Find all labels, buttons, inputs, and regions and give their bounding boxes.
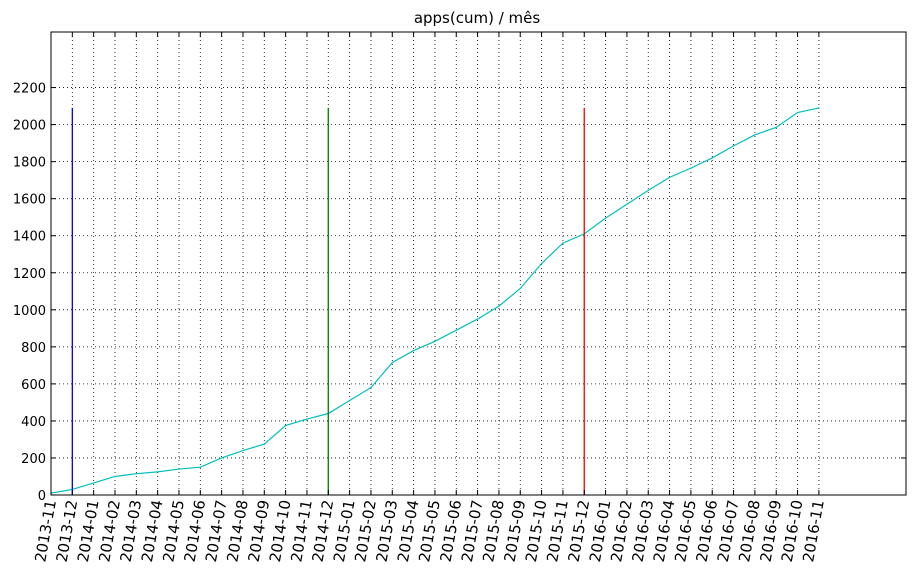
data-point	[242, 449, 244, 452]
data-point	[413, 349, 415, 352]
data-point	[285, 424, 287, 427]
y-tick-label: 2200	[13, 82, 46, 97]
data-point	[221, 457, 223, 459]
data-point	[199, 466, 201, 468]
data-point	[370, 386, 372, 389]
data-point	[690, 167, 692, 169]
y-tick-label: 400	[21, 415, 46, 430]
marker-layer	[71, 107, 585, 495]
grid	[50, 32, 906, 496]
data-point	[562, 242, 564, 244]
y-tick-label: 1000	[13, 304, 46, 319]
data-point	[93, 482, 95, 484]
data-point	[178, 468, 180, 470]
data-point	[114, 475, 116, 478]
y-axis: 0 200 400 600 800 1000 1200 1400 1600 1800 2000 220…	[13, 82, 906, 504]
data-point	[477, 318, 479, 320]
data-point	[157, 471, 159, 473]
series-layer	[50, 107, 820, 494]
data-point	[732, 145, 735, 147]
y-tick-label: 800	[21, 341, 46, 356]
y-tick-label: 1800	[13, 156, 46, 171]
y-tick-label: 600	[21, 378, 46, 393]
y-tick-label: 200	[21, 452, 46, 467]
chart-title: apps(cum) / mês	[414, 9, 541, 27]
data-point	[540, 262, 543, 265]
y-tick-label: 1600	[13, 193, 46, 208]
data-point	[647, 189, 649, 191]
data-point	[391, 361, 393, 364]
y-tick-label: 0	[38, 489, 46, 504]
data-point	[498, 305, 500, 307]
data-point	[754, 134, 756, 136]
data-point	[519, 287, 521, 290]
y-tick-label: 1200	[13, 267, 46, 282]
data-point	[626, 203, 628, 205]
data-point	[668, 176, 671, 178]
data-point	[434, 340, 436, 342]
data-point	[306, 418, 308, 420]
x-axis: 2013-112013-122014-012014-022014-032014-…	[31, 32, 828, 563]
plot-frame	[50, 31, 907, 496]
data-point	[135, 473, 137, 475]
data-point	[818, 107, 820, 109]
data-point	[349, 399, 351, 402]
data-point	[604, 217, 607, 219]
data-point	[263, 443, 265, 445]
data-point	[711, 157, 713, 159]
y-tick-label: 1400	[13, 230, 46, 245]
data-point	[796, 111, 799, 114]
data-point	[455, 329, 457, 331]
data-point	[775, 126, 777, 128]
y-tick-label: 2000	[13, 119, 46, 134]
